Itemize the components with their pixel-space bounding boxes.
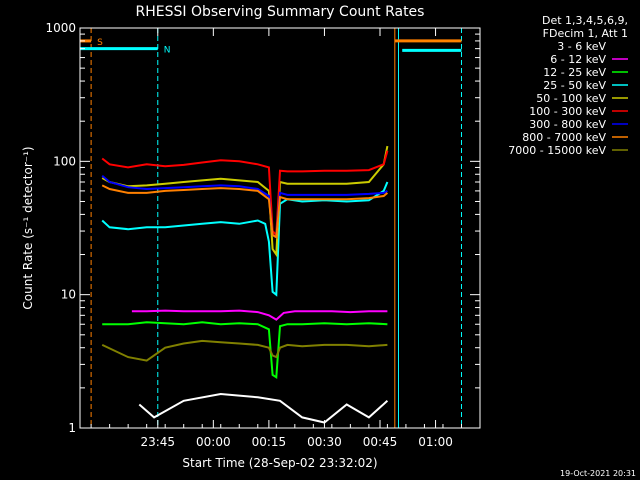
legend-label-4: 50 - 100 keV — [536, 92, 606, 105]
legend-label-1: 6 - 12 keV — [550, 53, 606, 66]
legend-label-5: 100 - 300 keV — [529, 105, 606, 118]
x-tick-label-1: 00:00 — [196, 435, 231, 449]
y-tick-label-1: 10 — [61, 288, 76, 302]
series-line-6 — [101, 174, 388, 239]
series-line-8 — [101, 339, 388, 362]
axes: 23:45 00:00 00:15 00:30 00:45 01:00 1 10 100 1000 — [45, 21, 481, 449]
legend-label-8: 7000 - 15000 keV — [508, 144, 606, 157]
annotation-0: S — [97, 38, 103, 48]
chart-title: RHESSI Observing Summary Count Rates — [136, 4, 425, 20]
x-tick-label-5: 01:00 — [418, 435, 453, 449]
annotation-1: N — [164, 46, 171, 56]
series-line-5 — [101, 150, 389, 238]
x-tick-label-0: 23:45 — [140, 435, 175, 449]
series-line-7 — [101, 184, 389, 239]
y-tick-label-3: 1000 — [45, 21, 76, 35]
series-line-3 — [101, 181, 389, 297]
legend-label-6: 300 - 800 keV — [529, 118, 606, 131]
x-tick-label-4: 00:45 — [363, 435, 398, 449]
y-tick-label-2: 100 — [53, 154, 76, 168]
series-line-4 — [101, 145, 389, 258]
legend-label-3: 25 - 50 keV — [543, 79, 606, 92]
plot-frame — [79, 27, 481, 429]
series-line-2 — [102, 321, 388, 380]
x-tick-label-3: 00:30 — [307, 435, 342, 449]
legend-label-2: 12 - 25 keV — [543, 66, 606, 79]
series-line-1 — [131, 309, 388, 321]
legend-header-1: FDecim 1, Att 1 — [543, 27, 628, 40]
legend-label-0: 3 - 6 keV — [557, 40, 606, 53]
legend-label-7: 800 - 7000 keV — [522, 131, 606, 144]
legend: Det 1,3,4,5,6,9,FDecim 1, Att 13 - 6 keV… — [508, 14, 628, 157]
x-axis-label: Start Time (28-Sep-02 23:32:02) — [182, 456, 377, 470]
footer-timestamp: 19-Oct-2021 20:31 — [560, 469, 636, 478]
series-line-0 — [138, 392, 389, 424]
y-axis-label: Count Rate (s⁻¹ detector⁻¹) — [21, 146, 35, 309]
y-tick-label-0: 1 — [68, 421, 76, 435]
x-tick-label-2: 00:15 — [252, 435, 287, 449]
legend-header-0: Det 1,3,4,5,6,9, — [542, 14, 628, 27]
